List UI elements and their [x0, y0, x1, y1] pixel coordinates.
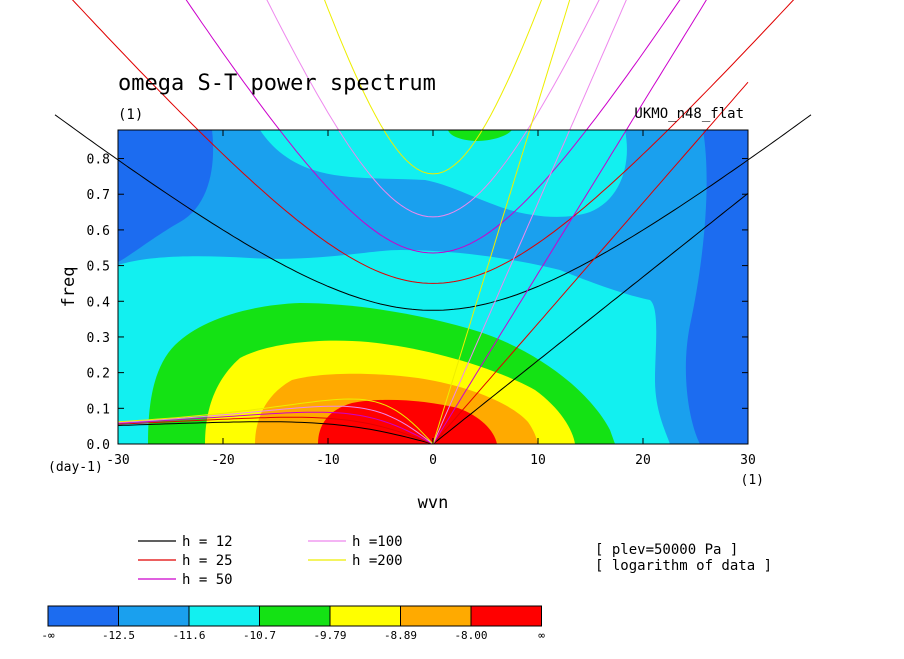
- y-tick-label: 0.3: [87, 331, 110, 346]
- x-tick-label: -30: [106, 453, 129, 468]
- curve-inertia-gravity-h12: [54, 114, 812, 311]
- y-tick-label: 0.7: [87, 188, 110, 203]
- y-tick-label: 0.2: [87, 367, 110, 382]
- x-tick-label: 0: [429, 453, 437, 468]
- legend-label: h =200: [352, 553, 403, 569]
- y-tick-label: 0.0: [87, 438, 110, 453]
- curve-inertia-gravity-h50: [185, 0, 681, 254]
- y-tick-label: 0.1: [87, 402, 110, 417]
- x-tick-label: -10: [316, 453, 339, 468]
- heatmap-field: [118, 130, 748, 444]
- curve-rossby-h12: [117, 421, 434, 444]
- colorbar-label: -11.6: [172, 629, 205, 642]
- colorbar-label: -10.7: [243, 629, 276, 642]
- y-axis-unit: (day-1): [48, 460, 103, 475]
- x-axis-label: wvn: [418, 493, 449, 513]
- colorbar-swatch: [188, 605, 260, 627]
- curve-kelvin-h12: [432, 192, 749, 444]
- colorbar: -∞ -12.5 -11.6 -10.7 -9.79 -8.89 -8.00 ∞: [41, 605, 545, 642]
- chart-subtitle: (1): [118, 107, 143, 123]
- legend: h = 12 h = 25 h = 50 h =100 h =200: [138, 534, 403, 588]
- curve-kelvin-h200: [432, 0, 571, 444]
- annotation-log: [ logarithm of data ]: [595, 558, 772, 574]
- level-band-1-left: [118, 130, 214, 262]
- colorbar-label: -8.89: [384, 629, 417, 642]
- x-tick-label: 30: [740, 453, 756, 468]
- dispersion-curves: [54, 0, 812, 444]
- y-axis-label: freq: [59, 267, 79, 308]
- colorbar-swatch: [259, 605, 331, 627]
- legend-label: h = 50: [182, 572, 233, 588]
- x-axis-unit: (1): [741, 473, 764, 488]
- level-band-3-upper: [260, 130, 627, 217]
- y-tick-label: 0.8: [87, 153, 110, 168]
- curve-inertia-gravity-h200: [324, 0, 543, 175]
- x-tick-label: -20: [211, 453, 234, 468]
- curve-inertia-gravity-h25: [71, 0, 795, 284]
- curve-rossby-h200: [117, 398, 434, 444]
- colorbar-swatch: [400, 605, 472, 627]
- y-axis-ticks: 0.0 0.1 0.2 0.3 0.4 0.5 0.6 0.7 0.8: [87, 153, 748, 453]
- curve-rossby-h100: [117, 405, 434, 444]
- level-band-1-right: [685, 130, 748, 444]
- x-tick-label: 20: [635, 453, 651, 468]
- level-band-7: [318, 399, 497, 444]
- legend-label: h = 25: [182, 553, 233, 569]
- y-tick-label: 0.6: [87, 224, 110, 239]
- curve-kelvin-h50: [432, 0, 707, 444]
- colorbar-label: -12.5: [102, 629, 135, 642]
- y-tick-label: 0.5: [87, 260, 110, 275]
- legend-label: h =100: [352, 534, 403, 550]
- colorbar-swatch: [118, 605, 190, 627]
- chart-title: omega S-T power spectrum: [118, 71, 436, 96]
- legend-label: h = 12: [182, 534, 233, 550]
- x-tick-label: 10: [530, 453, 546, 468]
- colorbar-label: -8.00: [454, 629, 487, 642]
- dataset-label: UKMO_n48_flat: [634, 106, 744, 122]
- colorbar-label: -9.79: [313, 629, 346, 642]
- curve-inertia-gravity-h100: [266, 0, 600, 218]
- colorbar-swatch: [329, 605, 401, 627]
- y-tick-label: 0.4: [87, 295, 111, 310]
- level-band-4-top: [448, 130, 512, 141]
- annotation-plev: [ plev=50000 Pa ]: [595, 542, 738, 558]
- curve-kelvin-h100: [432, 0, 627, 444]
- curve-kelvin-h25: [432, 81, 749, 444]
- colorbar-label: -∞: [41, 629, 55, 642]
- curve-rossby-h25: [117, 416, 434, 444]
- x-axis-ticks: -30 -20 -10 0 10 20 30: [106, 130, 756, 468]
- colorbar-label: ∞: [538, 629, 545, 642]
- colorbar-swatch: [47, 605, 119, 627]
- colorbar-swatch: [470, 605, 542, 627]
- curve-rossby-h50: [117, 411, 434, 444]
